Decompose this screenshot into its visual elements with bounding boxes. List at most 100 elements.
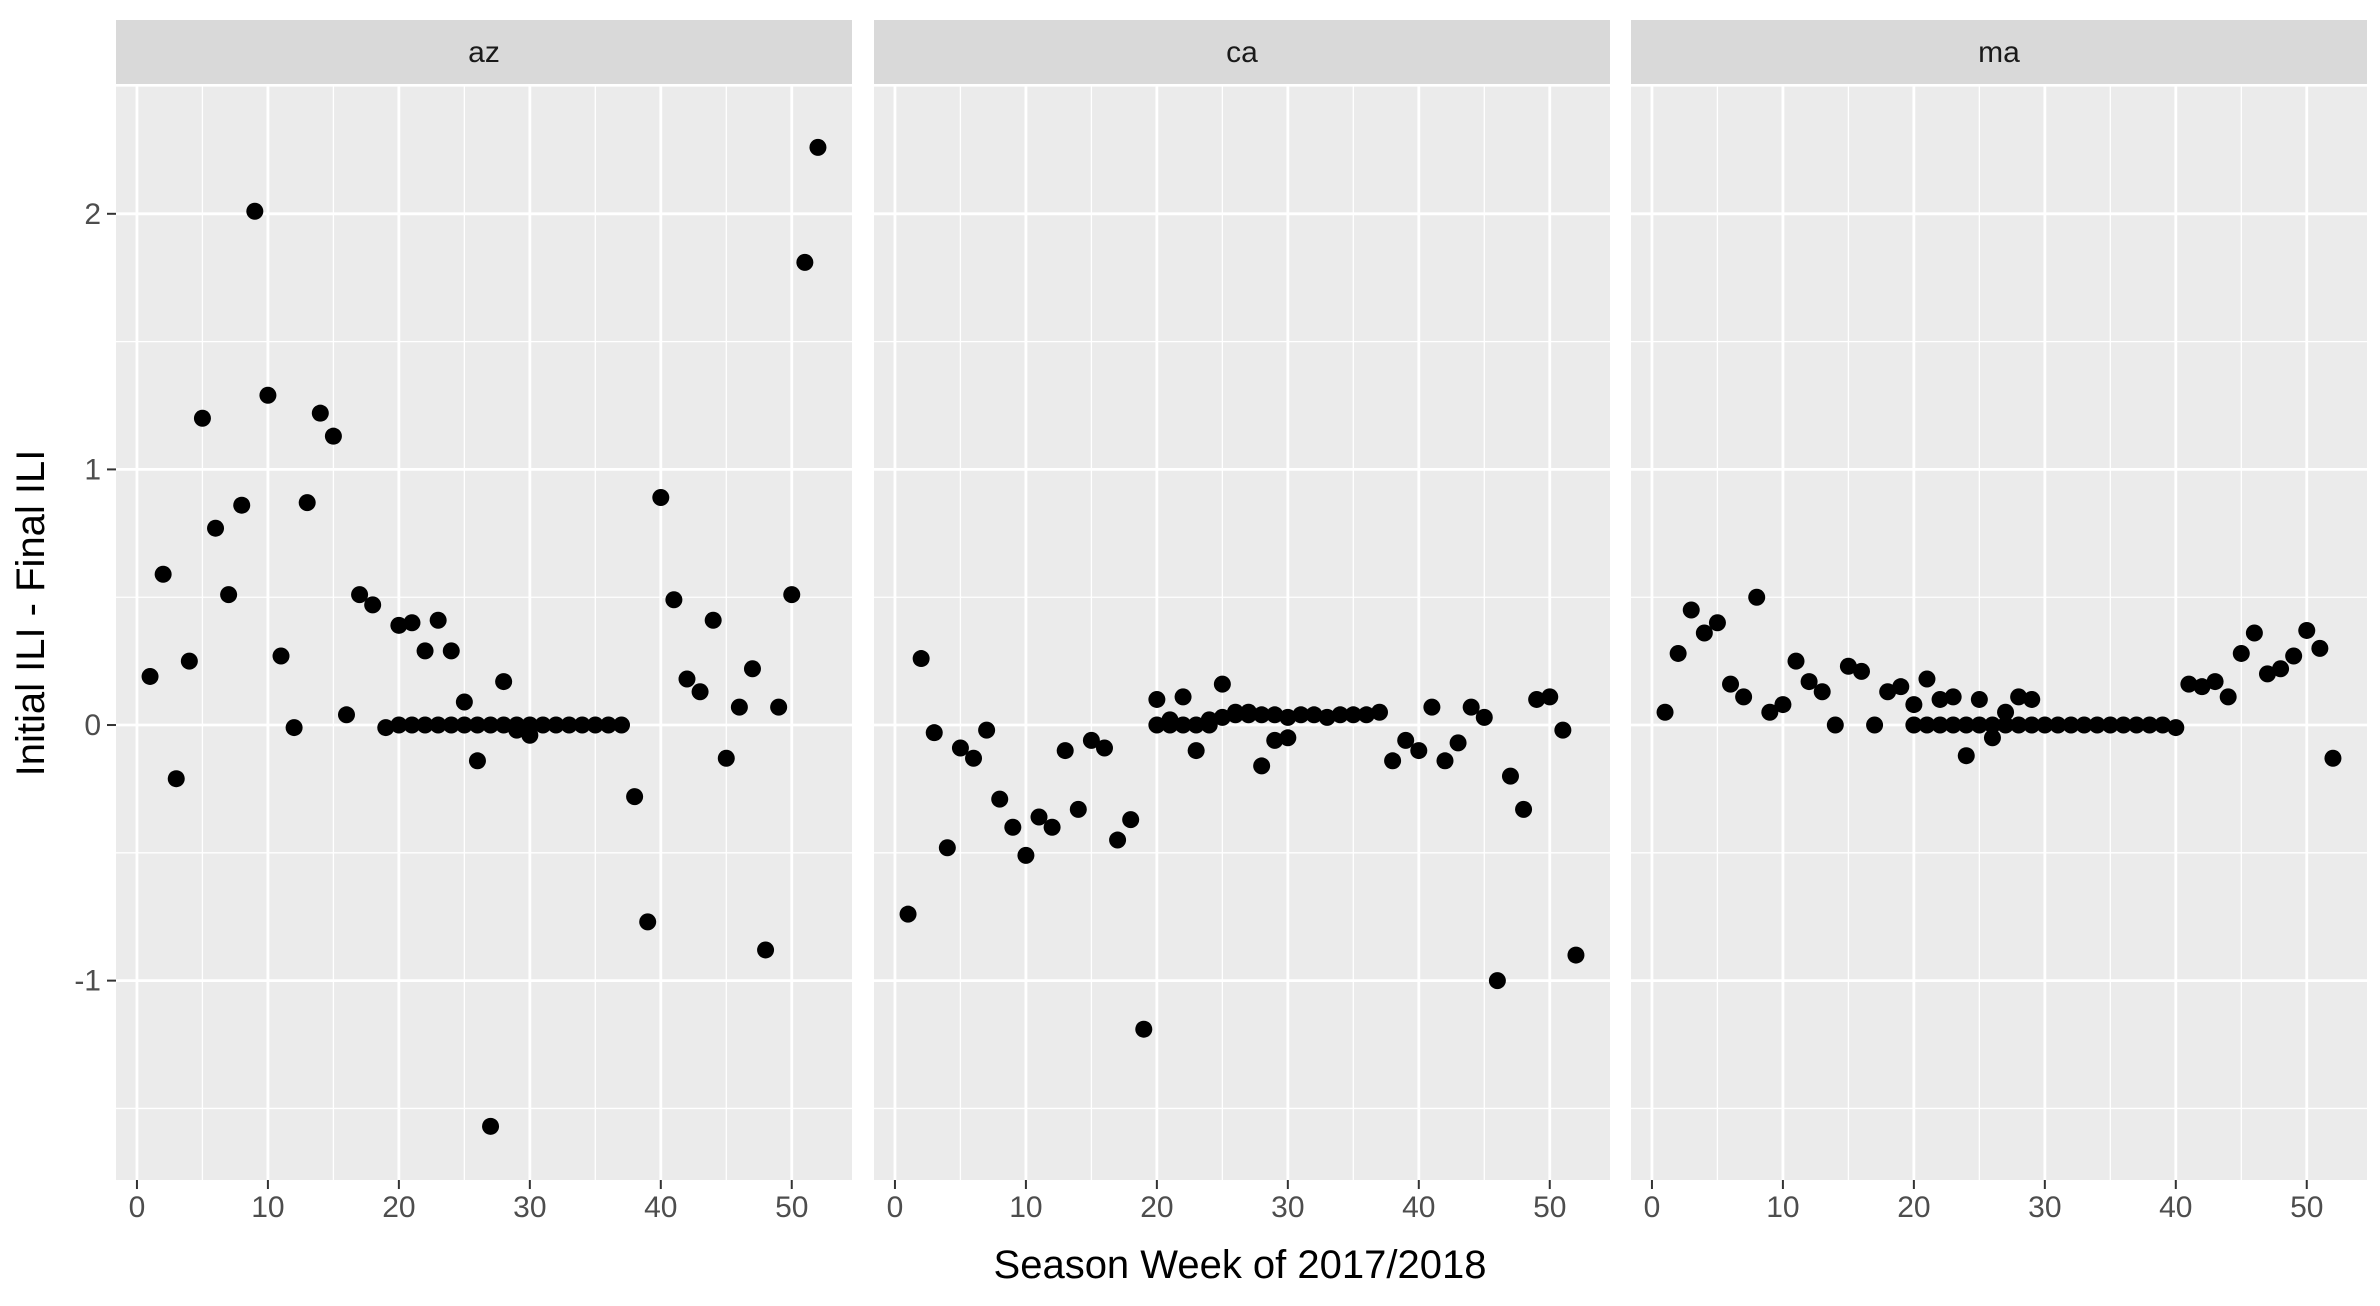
panel-ma: ma 0 10 20 30 40 50: [1631, 20, 2367, 1224]
data-point: [534, 716, 552, 734]
data-point: [1528, 690, 1546, 708]
data-point: [364, 596, 382, 614]
data-point: [938, 839, 956, 857]
data-point: [2258, 665, 2276, 683]
data-point: [442, 642, 460, 660]
data-point: [1918, 716, 1936, 734]
panels: az 0 10 20 30 40 50 -1 0 1 2 ca 0 10 20 30 40 50 ma 0 10 20 30…: [74, 20, 2367, 1224]
data-point: [1174, 716, 1192, 734]
data-point: [1879, 683, 1897, 701]
data-point: [1266, 706, 1284, 724]
x-tick-label: 0: [129, 1191, 146, 1224]
data-point: [1931, 690, 1949, 708]
data-point: [978, 721, 996, 739]
data-point: [1017, 846, 1035, 864]
data-point: [770, 698, 788, 716]
data-point: [1436, 752, 1454, 770]
data-point: [1187, 716, 1205, 734]
y-tick-label: -1: [74, 965, 101, 998]
strip-label: ca: [1226, 36, 1258, 69]
data-point: [1122, 811, 1140, 829]
data-point: [1462, 698, 1480, 716]
data-point: [482, 716, 500, 734]
data-point: [796, 253, 814, 271]
strip-label: ma: [1978, 36, 2020, 69]
data-point: [298, 494, 316, 512]
data-point: [1056, 742, 1074, 760]
data-point: [991, 790, 1009, 808]
data-point: [626, 788, 644, 806]
x-tick-label: 20: [382, 1191, 415, 1224]
data-point: [1253, 757, 1271, 775]
data-point: [2232, 644, 2250, 662]
data-point: [1866, 716, 1884, 734]
panel-background: [874, 86, 1610, 1180]
data-point: [429, 716, 447, 734]
data-point: [1410, 742, 1428, 760]
data-point: [1384, 752, 1402, 770]
data-point: [691, 683, 709, 701]
data-point: [1423, 698, 1441, 716]
data-point: [1918, 670, 1936, 688]
data-point: [442, 716, 460, 734]
data-point: [403, 614, 421, 632]
data-point: [2245, 624, 2263, 642]
data-point: [2088, 716, 2106, 734]
panel-background: [1631, 86, 2367, 1180]
data-point: [1970, 716, 1988, 734]
x-tick-label: 40: [644, 1191, 677, 1224]
data-point: [1970, 690, 1988, 708]
data-point: [951, 739, 969, 757]
data-point: [1997, 703, 2015, 721]
data-point: [429, 611, 447, 629]
data-point: [1331, 706, 1349, 724]
data-point: [154, 565, 172, 583]
x-tick-label: 30: [513, 1191, 546, 1224]
data-point: [1839, 657, 1857, 675]
data-point: [1748, 588, 1766, 606]
data-point: [1669, 644, 1687, 662]
data-point: [468, 716, 486, 734]
data-point: [1318, 708, 1336, 726]
data-point: [1292, 706, 1310, 724]
x-tick-label: 10: [1009, 1191, 1042, 1224]
data-point: [1905, 696, 1923, 714]
data-point: [1852, 662, 1870, 680]
data-point: [495, 673, 513, 691]
data-point: [1449, 734, 1467, 752]
data-point: [1761, 703, 1779, 721]
data-point: [1069, 800, 1087, 818]
data-point: [730, 698, 748, 716]
data-point: [665, 591, 683, 609]
data-point: [1800, 673, 1818, 691]
data-point: [1983, 716, 2001, 734]
x-tick-label: 0: [887, 1191, 904, 1224]
x-tick-label: 10: [1766, 1191, 1799, 1224]
data-point: [1397, 731, 1415, 749]
data-point: [2324, 749, 2342, 767]
data-point: [141, 667, 159, 685]
data-point: [259, 386, 277, 404]
data-point: [2101, 716, 2119, 734]
data-point: [468, 752, 486, 770]
data-point: [455, 716, 473, 734]
data-point: [1371, 703, 1389, 721]
data-point: [377, 719, 395, 737]
data-point: [1567, 946, 1585, 964]
data-point: [1174, 688, 1192, 706]
data-point: [757, 941, 775, 959]
data-point: [1957, 747, 1975, 765]
data-point: [2311, 639, 2329, 657]
data-point: [2062, 716, 2080, 734]
x-tick-label: 10: [251, 1191, 284, 1224]
data-point: [639, 913, 657, 931]
data-point: [521, 716, 539, 734]
data-point: [1656, 703, 1674, 721]
data-point: [783, 586, 801, 604]
data-point: [2075, 716, 2093, 734]
data-point: [1200, 716, 1218, 734]
data-point: [1735, 688, 1753, 706]
data-point: [1695, 624, 1713, 642]
y-tick-label: 2: [84, 198, 101, 231]
data-point: [613, 716, 631, 734]
